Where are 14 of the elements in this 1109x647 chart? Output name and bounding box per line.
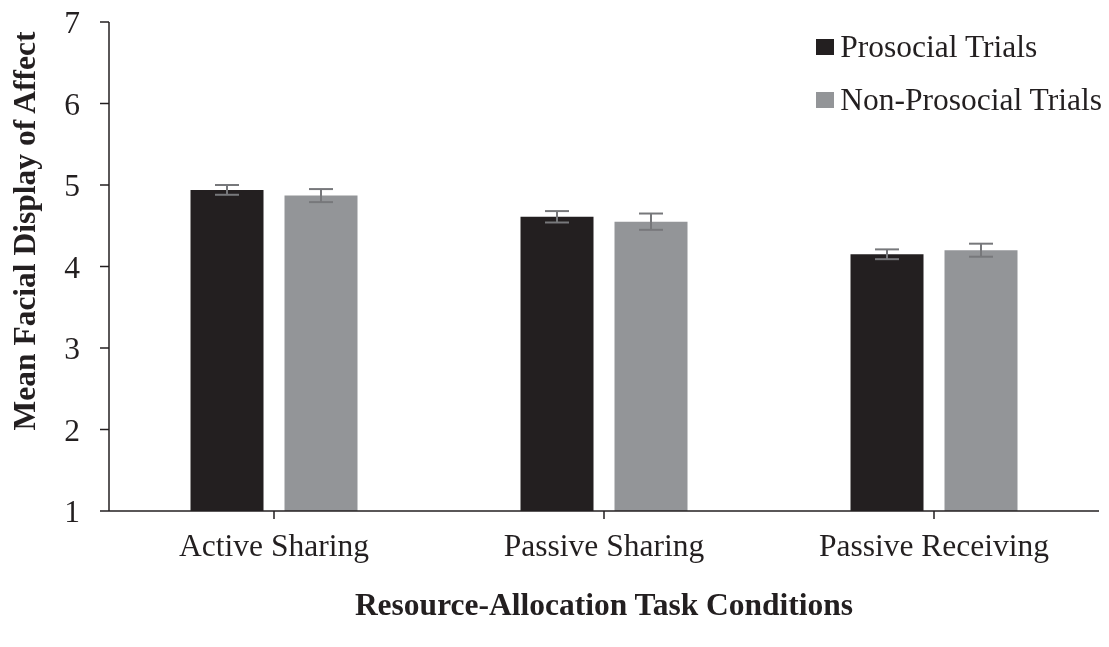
legend-label: Non-Prosocial Trials bbox=[840, 81, 1102, 118]
y-tick-label: 3 bbox=[64, 331, 80, 367]
y-tick-label: 2 bbox=[64, 412, 80, 448]
y-tick-label: 7 bbox=[64, 5, 80, 41]
x-axis-title: Resource-Allocation Task Conditions bbox=[354, 587, 854, 622]
y-tick-label: 5 bbox=[64, 168, 80, 204]
y-tick-label: 6 bbox=[64, 86, 80, 122]
x-tick-label: Passive Sharing bbox=[503, 528, 705, 564]
y-tick-label: 1 bbox=[64, 494, 80, 530]
x-tick-label: Active Sharing bbox=[179, 528, 370, 564]
y-axis-title: Mean Facial Display of Affect bbox=[6, 31, 42, 431]
x-tick-label: Passive Receiving bbox=[818, 528, 1050, 564]
legend-label: Prosocial Trials bbox=[840, 28, 1038, 65]
y-tick-label: 4 bbox=[64, 249, 81, 285]
